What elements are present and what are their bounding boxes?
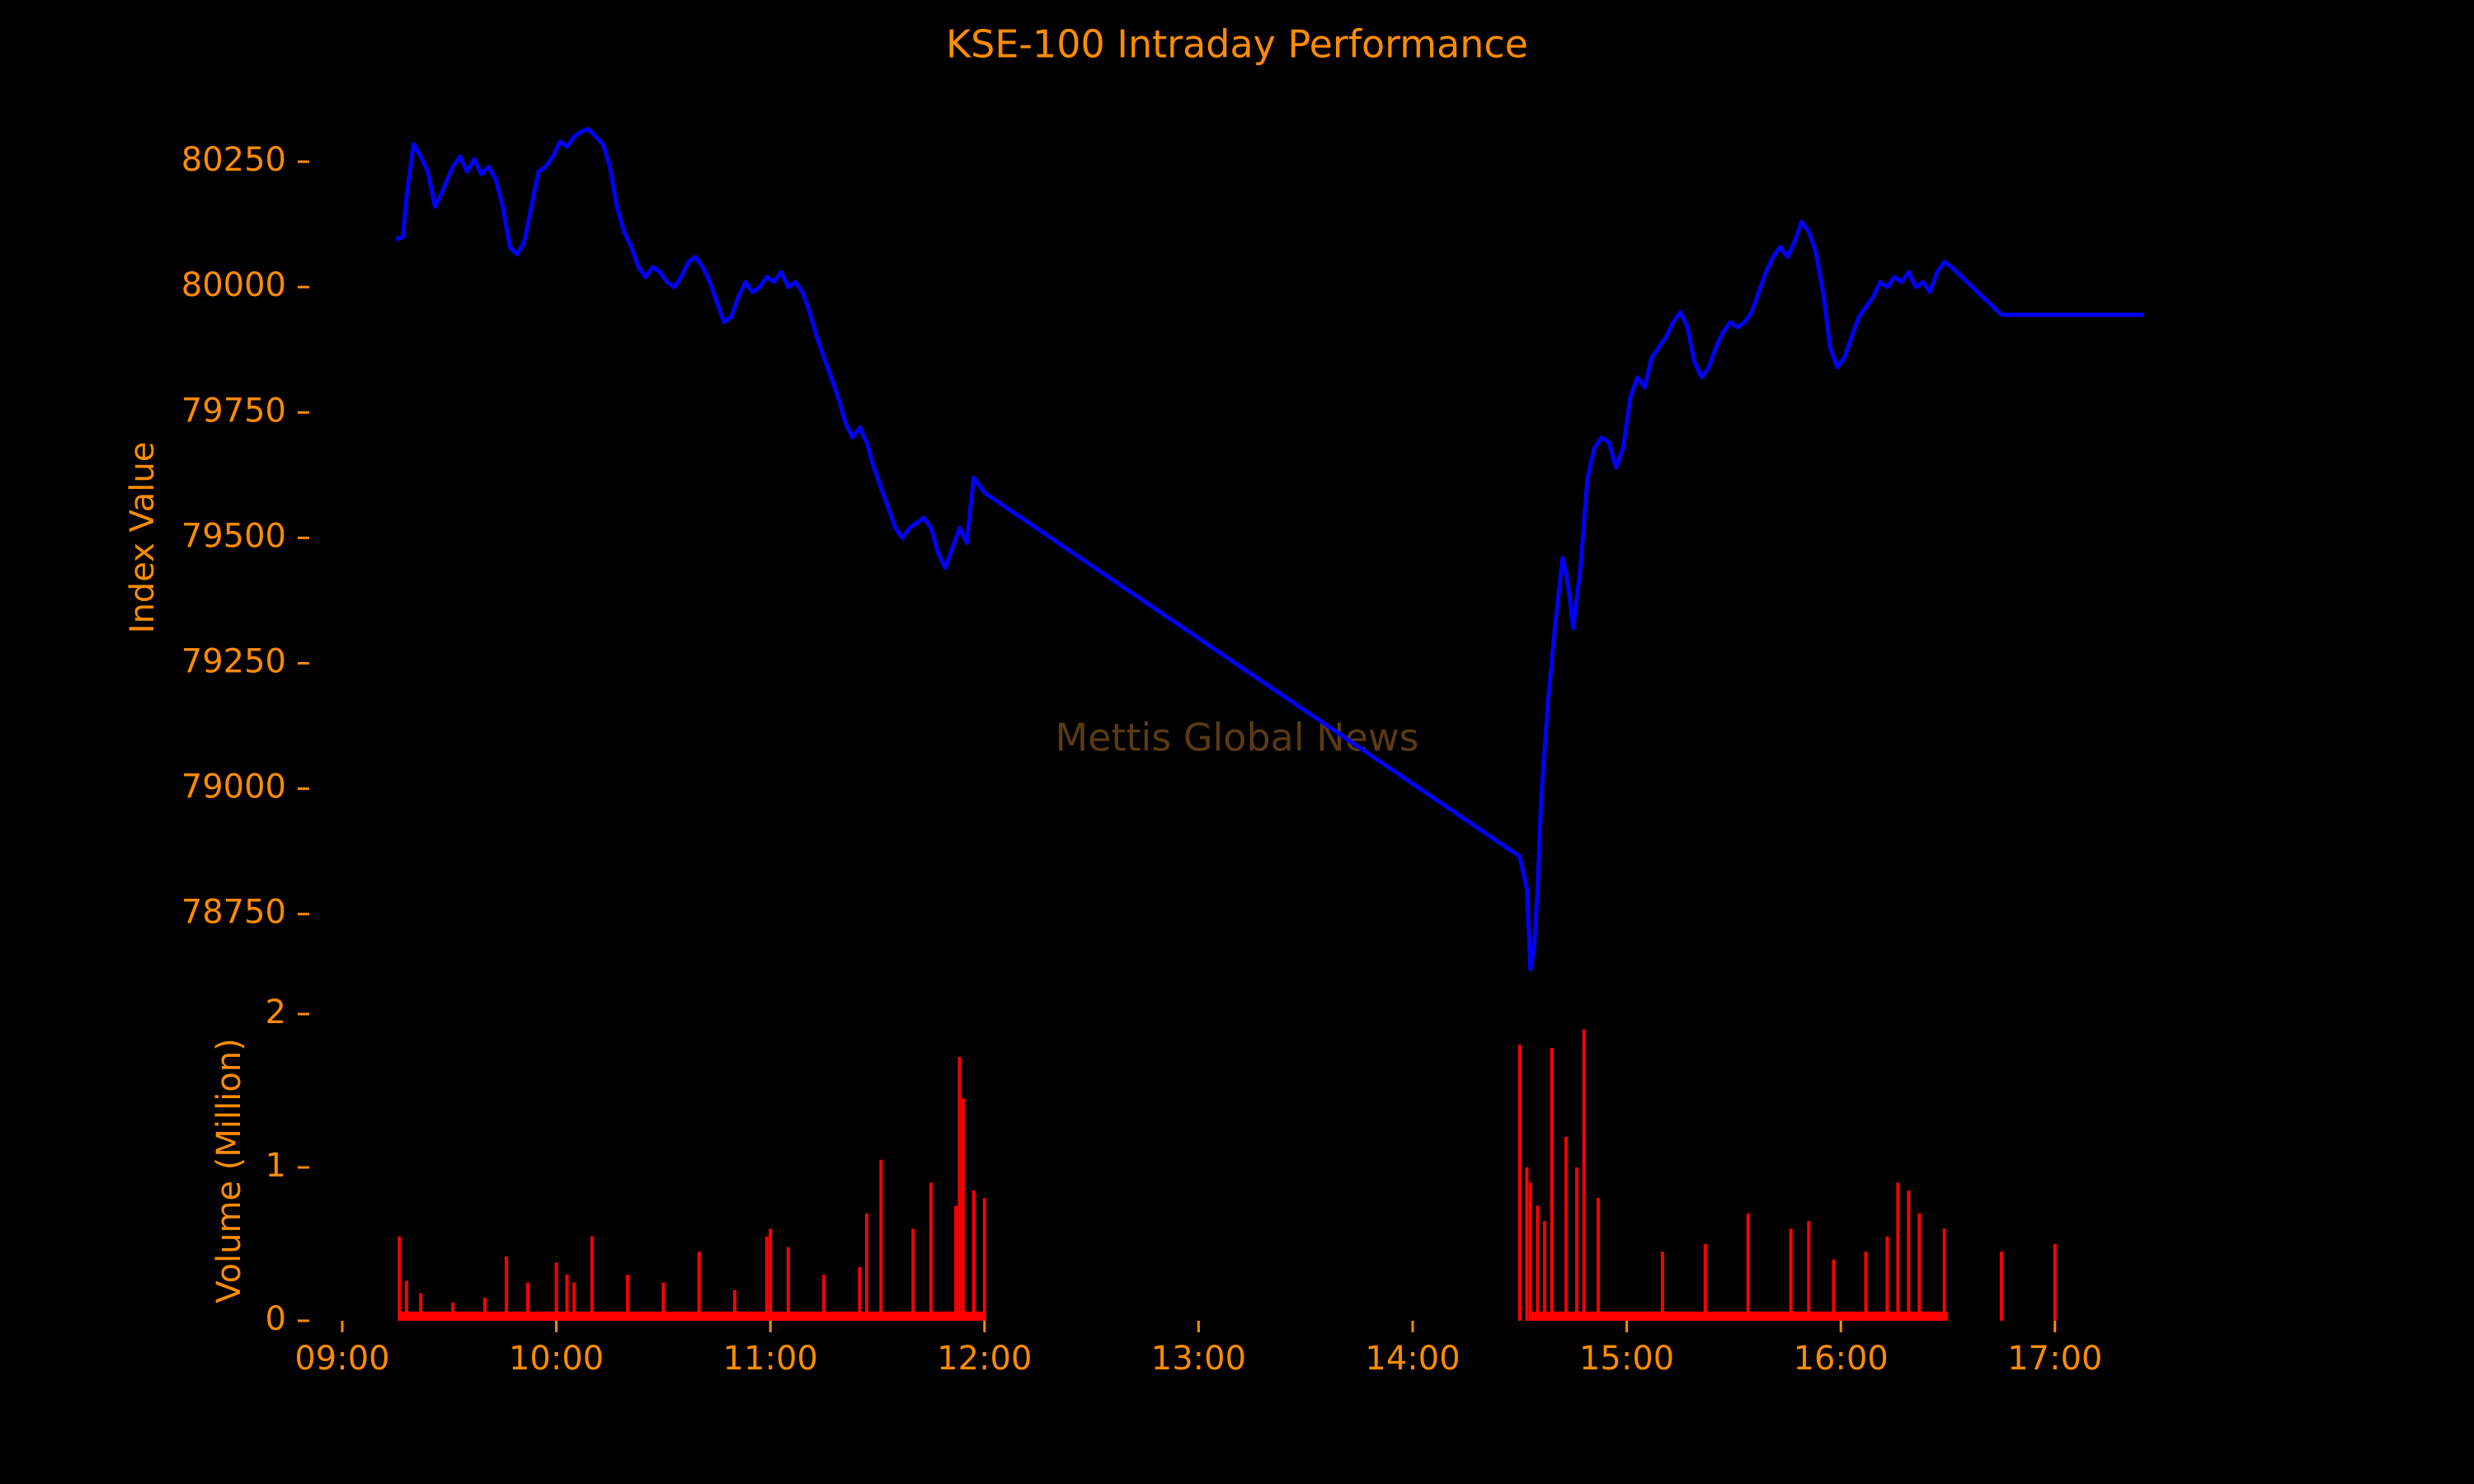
volume-bar	[911, 1228, 915, 1321]
volume-bar	[565, 1275, 569, 1321]
volume-bar	[1832, 1259, 1836, 1321]
volume-bar	[1999, 1252, 2003, 1321]
volume-bar	[764, 1236, 769, 1321]
volume-bar	[1517, 1045, 1522, 1321]
volume-bar	[732, 1289, 736, 1321]
volume-bar	[982, 1198, 986, 1321]
volume-bar	[929, 1182, 933, 1321]
index-y-tick-label: 80000	[181, 266, 286, 304]
volume-bar	[971, 1190, 976, 1321]
index-y-axis-label: Index Value	[124, 442, 162, 634]
volume-bar	[879, 1159, 883, 1321]
x-tick-label: 12:00	[937, 1340, 1032, 1378]
volume-bar	[786, 1247, 790, 1321]
volume-y-tick-label: 0	[266, 1300, 286, 1338]
volume-bar	[858, 1266, 862, 1321]
volume-bar	[1575, 1167, 1579, 1321]
volume-bar	[1660, 1252, 1664, 1321]
x-axis: 09:00 10:00 11:00 12:00 13:00 14:00 15:00 16:00…	[294, 1321, 2102, 1378]
volume-bar	[404, 1280, 408, 1321]
volume-bar	[505, 1256, 509, 1321]
volume-bar	[697, 1252, 701, 1321]
index-panel: 78750 79000 79250 79500 79750 80000 80250	[181, 127, 2144, 972]
volume-bar	[419, 1293, 423, 1321]
volume-bar	[1525, 1167, 1529, 1321]
volume-panel: 0 1 2	[266, 993, 2057, 1338]
x-tick-label: 09:00	[294, 1340, 389, 1378]
volume-bar	[483, 1298, 487, 1321]
volume-bar	[590, 1236, 594, 1321]
x-tick-label: 14:00	[1365, 1340, 1460, 1378]
volume-bar	[1746, 1213, 1750, 1321]
x-tick-label: 11:00	[723, 1340, 818, 1378]
volume-bar	[626, 1275, 630, 1321]
volume-bar	[1582, 1029, 1586, 1321]
volume-bar	[822, 1275, 826, 1321]
x-tick-label: 15:00	[1579, 1340, 1674, 1378]
x-tick-label: 10:00	[509, 1340, 604, 1378]
volume-bar	[1543, 1221, 1547, 1321]
index-y-tick-label: 79000	[181, 768, 286, 806]
volume-bar	[1597, 1198, 1601, 1321]
index-y-tick-label: 79250	[181, 643, 286, 681]
x-tick-label: 16:00	[1794, 1340, 1888, 1378]
volume-band	[1530, 1311, 1949, 1321]
volume-bar	[1896, 1182, 1900, 1321]
volume-bar	[1864, 1252, 1868, 1321]
volume-bar	[1907, 1190, 1911, 1321]
volume-bar	[1885, 1236, 1889, 1321]
volume-bar	[1789, 1228, 1793, 1321]
volume-bar	[572, 1282, 576, 1321]
volume-bar	[961, 1098, 965, 1321]
index-y-tick-label: 79750	[181, 392, 286, 430]
x-tick-label: 17:00	[2007, 1340, 2102, 1378]
index-series-line	[395, 127, 2144, 972]
volume-y-tick-label: 1	[266, 1147, 286, 1185]
volume-bar	[954, 1205, 958, 1321]
index-y-tick-label: 80250	[181, 141, 286, 179]
x-tick-label: 13:00	[1151, 1340, 1246, 1378]
chart-title: KSE-100 Intraday Performance	[946, 22, 1528, 67]
watermark: Mettis Global News	[1055, 716, 1418, 760]
volume-bar	[661, 1282, 666, 1321]
volume-bar	[525, 1282, 529, 1321]
volume-bar	[1528, 1182, 1532, 1321]
volume-band	[399, 1311, 985, 1321]
volume-bar	[957, 1057, 962, 1321]
volume-bar	[1550, 1047, 1554, 1321]
index-y-tick-label: 79500	[181, 517, 286, 555]
volume-bar	[865, 1213, 869, 1321]
volume-y-tick-label: 2	[266, 993, 286, 1031]
volume-bar	[1703, 1244, 1707, 1321]
index-y-tick-label: 78750	[181, 894, 286, 932]
volume-bar	[1564, 1136, 1569, 1321]
volume-bar	[1536, 1205, 1540, 1321]
volume-bar	[554, 1262, 558, 1321]
volume-bar	[769, 1228, 773, 1321]
volume-y-axis-label: Volume (Million)	[210, 1038, 248, 1303]
volume-bar	[397, 1236, 402, 1321]
volume-bar	[2053, 1244, 2057, 1321]
volume-bar	[1942, 1228, 1946, 1321]
volume-bar	[451, 1302, 455, 1321]
volume-bar	[1917, 1213, 1921, 1321]
volume-bar	[1807, 1221, 1811, 1321]
